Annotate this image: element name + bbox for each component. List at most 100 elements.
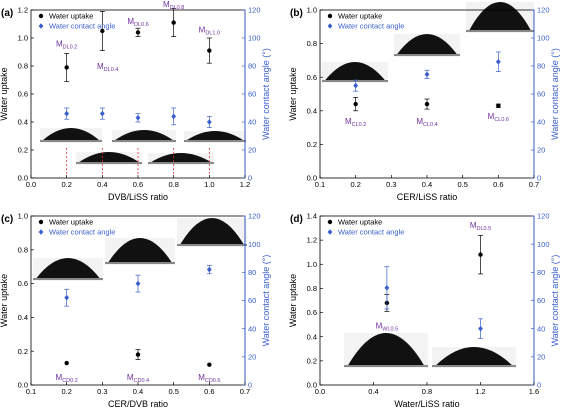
- y2-tick-label: 0: [248, 381, 252, 390]
- annotation-main: M: [127, 373, 134, 382]
- annotation-subscript: CD0.6: [205, 378, 221, 384]
- y-tick-label: 0.0: [307, 174, 317, 183]
- droplet-image: [105, 238, 175, 265]
- y-tick-label: 0.4: [307, 332, 317, 341]
- sample-annotation: MDL0.8: [163, 0, 184, 11]
- legend-marker-water-uptake: [327, 13, 333, 19]
- droplet-substrate: [148, 162, 214, 164]
- legend-label: Water contact angle: [49, 228, 115, 237]
- y-tick-label: 0.0: [307, 381, 317, 390]
- legend-marker-water-uptake: [38, 219, 44, 225]
- x-tick-label: 0.7: [529, 180, 539, 189]
- data-point-water-uptake: [478, 252, 483, 257]
- y-tick-label: 0.6: [18, 279, 28, 288]
- sample-annotation: MCD0.4: [127, 373, 149, 384]
- y2-tick-label: 100: [537, 34, 550, 43]
- y2-tick-label: 60: [537, 90, 545, 99]
- annotation-subscript: DL0.8: [170, 5, 185, 11]
- droplet-substrate: [105, 262, 175, 264]
- droplet-image: [40, 128, 102, 143]
- annotation-main: M: [198, 373, 205, 382]
- x-tick-label: 0.8: [168, 180, 178, 189]
- x-tick-label: 1.0: [204, 180, 214, 189]
- y-tick-label: 1.4: [307, 212, 317, 221]
- y2-tick-label: 100: [537, 240, 550, 249]
- droplet-shape: [397, 34, 457, 54]
- droplet-shape: [180, 218, 244, 244]
- y2-tick-label: 100: [248, 34, 261, 43]
- annotation-subscript: DL0.5: [476, 226, 491, 232]
- data-point-contact-angle: [64, 110, 70, 117]
- y-tick-label: 0.2: [307, 140, 317, 149]
- x-tick-label: 0.6: [133, 180, 143, 189]
- annotation-subscript: WL0.5: [382, 326, 398, 332]
- data-point-water-uptake: [64, 360, 69, 366]
- legend-marker-contact-angle: [38, 23, 44, 29]
- y-tick-label: 1.0: [18, 212, 28, 221]
- annotation-main: M: [488, 112, 495, 121]
- sample-annotation: MDL1.0: [199, 25, 220, 36]
- annotation-subscript: CL0.4: [423, 122, 438, 128]
- y-tick-label: 1.2: [18, 6, 28, 15]
- y2-tick-label: 120: [248, 212, 261, 221]
- annotation-subscript: CL0.2: [352, 122, 367, 128]
- annotation-subscript: DL0.4: [104, 67, 119, 73]
- data-point-water-uptake: [135, 352, 141, 357]
- droplet-image: [394, 34, 460, 57]
- x-tick-label: 0.2: [61, 180, 71, 189]
- y-tick-label: 1.2: [307, 236, 317, 245]
- y-tick-label: 0.4: [307, 106, 317, 115]
- sample-annotation: MCD0.6: [198, 373, 220, 384]
- data-point-water-uptake: [135, 30, 141, 35]
- data-point-contact-angle: [353, 82, 359, 89]
- legend-label: Water uptake: [338, 12, 382, 21]
- data-point-water-uptake: [207, 362, 212, 367]
- y-tick-label: 0.6: [307, 308, 317, 317]
- y2-tick-label: 20: [248, 352, 256, 361]
- sample-annotation: MDL0.4: [97, 62, 118, 73]
- y2-tick-label: 60: [248, 90, 256, 99]
- data-point-contact-angle: [64, 294, 70, 301]
- y2-tick-label: 100: [248, 240, 261, 249]
- legend-label: Water uptake: [49, 218, 93, 227]
- y-tick-label: 0.6: [18, 90, 28, 99]
- y-tick-label: 0.4: [18, 313, 28, 322]
- y-axis-label: Water uptake: [288, 67, 298, 120]
- droplet-substrate: [466, 30, 534, 32]
- annotation-subscript: CD0.2: [62, 378, 78, 384]
- droplet-image: [76, 152, 142, 165]
- y-tick-label: 0.2: [18, 146, 28, 155]
- annotation-main: M: [97, 62, 104, 71]
- sample-annotation: MDL0.6: [127, 17, 148, 28]
- y-tick-label: 0.0: [18, 381, 28, 390]
- droplet-substrate: [344, 365, 428, 367]
- y-tick-label: 1.0: [307, 260, 317, 269]
- panel-label: (b): [290, 8, 303, 19]
- droplet-shape: [436, 347, 512, 365]
- droplet-image: [184, 131, 246, 143]
- annotation-main: M: [376, 321, 383, 330]
- droplet-shape: [79, 152, 139, 162]
- droplet-shape: [115, 130, 173, 140]
- chart-panel-4: 0.0 0.4 0.8 1.2 1.6 0.0 0.2 0.4 0.6 0.8 1.0 1.2 1.4 0…: [288, 212, 560, 409]
- annotation-main: M: [199, 25, 206, 34]
- chart-panel-2: 0.1 0.2 0.3 0.4 0.5 0.6 0.7 0.0 0.2 0.4 0.6 0.8 1.0 0…: [288, 2, 560, 202]
- x-tick-label: 0.8: [422, 387, 432, 396]
- droplet-image: [148, 153, 214, 165]
- annotation-main: M: [470, 221, 477, 230]
- y2-axis-label: Water contact angle (°): [261, 255, 271, 347]
- y2-tick-label: 40: [248, 118, 256, 127]
- x-axis-label: DVB/LiSS ratio: [108, 192, 168, 202]
- annotation-main: M: [163, 0, 170, 9]
- data-point-contact-angle: [424, 71, 430, 78]
- x-tick-label: 0.3: [386, 180, 396, 189]
- x-tick-label: 0.2: [350, 180, 360, 189]
- legend-marker-contact-angle: [38, 229, 44, 235]
- x-axis-label: CER/LiSS ratio: [397, 192, 458, 202]
- x-tick-label: 0.5: [457, 180, 467, 189]
- legend-marker-water-uptake: [327, 219, 333, 225]
- data-point-water-uptake: [424, 101, 430, 107]
